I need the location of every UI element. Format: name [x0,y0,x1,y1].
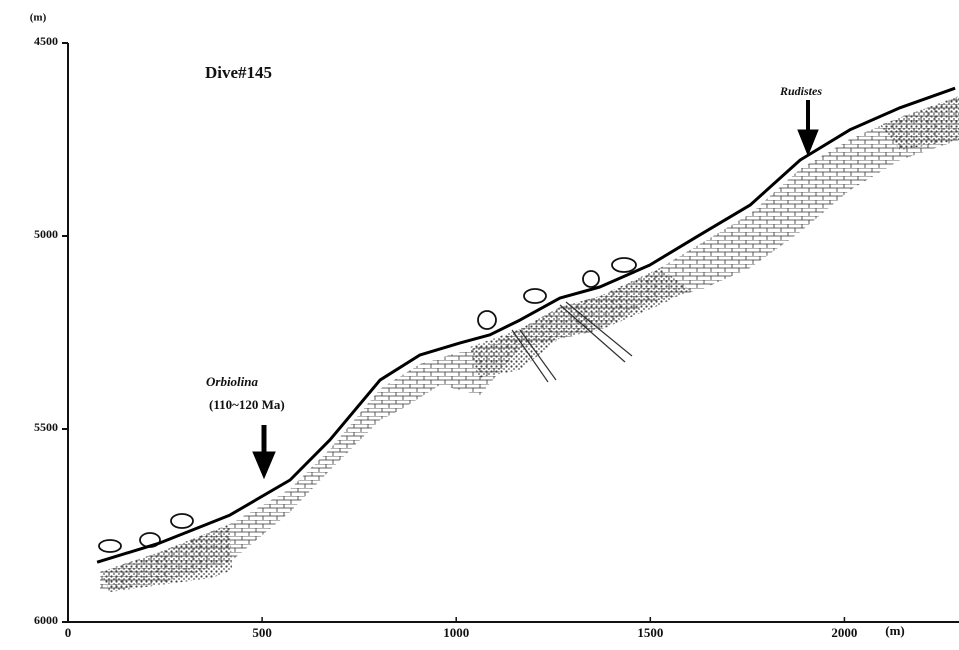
x-tick-label: 0 [65,625,72,640]
annotation: Rudistes [779,84,822,98]
y-tick-label: 6000 [34,613,58,627]
x-unit: (m) [885,623,905,638]
y-unit: (m) [30,12,47,24]
boulder [99,540,121,552]
conglomerate [100,524,232,592]
x-tick-label: 1500 [637,625,663,640]
sediment-layers [100,96,959,592]
chart-title: Dive#145 [205,63,272,82]
annotation: Orbiolina [206,374,259,389]
boulder [478,311,496,329]
x-tick-label: 2000 [831,625,857,640]
y-tick-label: 5500 [34,420,58,434]
y-tick-label: 4500 [34,34,58,48]
boulder [583,271,599,287]
x-tick-label: 500 [252,625,272,640]
chart: Dive#145 (m) (m) Rudistes Orbiolina (110… [0,0,959,645]
arrowhead [253,452,275,478]
x-tick-label: 1000 [443,625,469,640]
boulder [524,289,546,303]
annotation: (110~120 Ma) [209,397,285,412]
y-tick-label: 5000 [34,227,58,241]
boulder [612,258,636,272]
boulder [171,514,193,528]
